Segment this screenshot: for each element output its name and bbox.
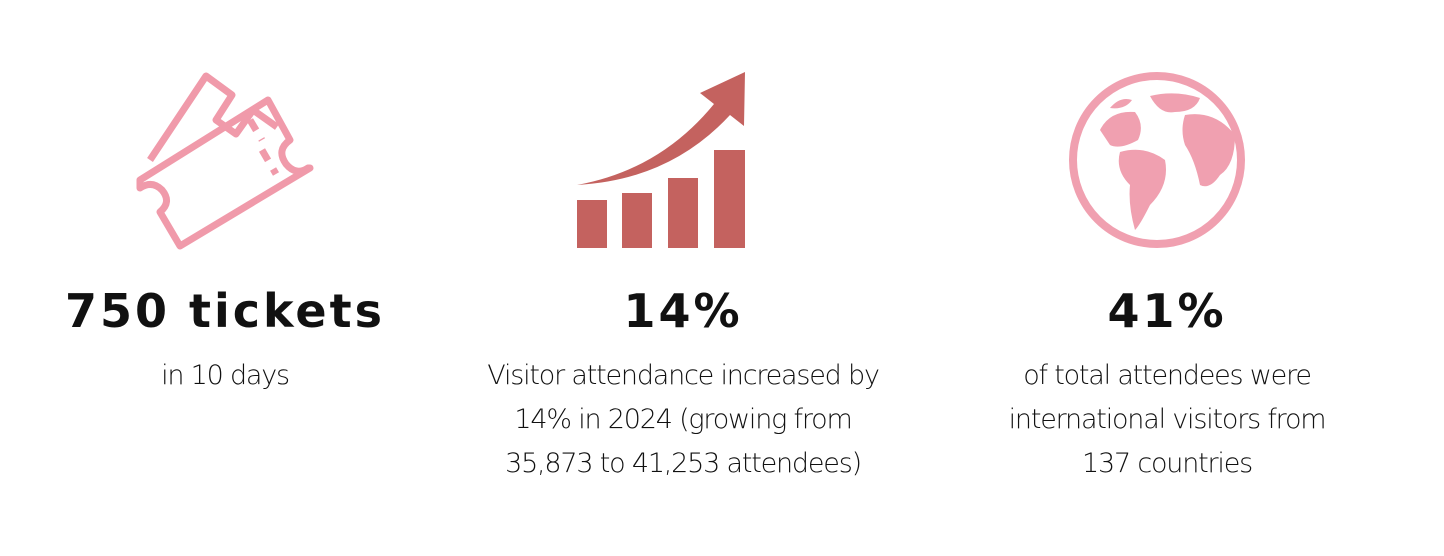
headline: 41% bbox=[1107, 284, 1227, 338]
description: Visitor attendance increased by 14% in 20… bbox=[453, 354, 913, 486]
tickets-icon bbox=[136, 72, 314, 250]
stat: 14% Visitor attendance increased by 14% i… bbox=[453, 280, 913, 486]
description-line: in 10 days bbox=[161, 360, 290, 391]
headline: 14% bbox=[623, 284, 743, 338]
growth-icon bbox=[577, 72, 745, 248]
description: in 10 days bbox=[0, 354, 455, 398]
description-line: 14% in 2024 (growing from bbox=[514, 404, 852, 435]
description-line: 137 countries bbox=[1082, 448, 1253, 479]
stat: 750 tickets in 10 days bbox=[0, 280, 455, 398]
stat: 41% of total attendees were international… bbox=[937, 280, 1397, 486]
icons bbox=[136, 72, 1245, 250]
description-line: Visitor attendance increased by bbox=[487, 360, 880, 391]
headline: 750 tickets bbox=[65, 284, 385, 338]
description-line: international visitors from bbox=[1008, 404, 1327, 435]
globe-icon bbox=[1069, 72, 1245, 248]
description: of total attendees were international vis… bbox=[937, 354, 1397, 486]
description-line: 35,873 to 41,253 attendees) bbox=[505, 448, 862, 479]
description-line: of total attendees were bbox=[1023, 360, 1312, 391]
